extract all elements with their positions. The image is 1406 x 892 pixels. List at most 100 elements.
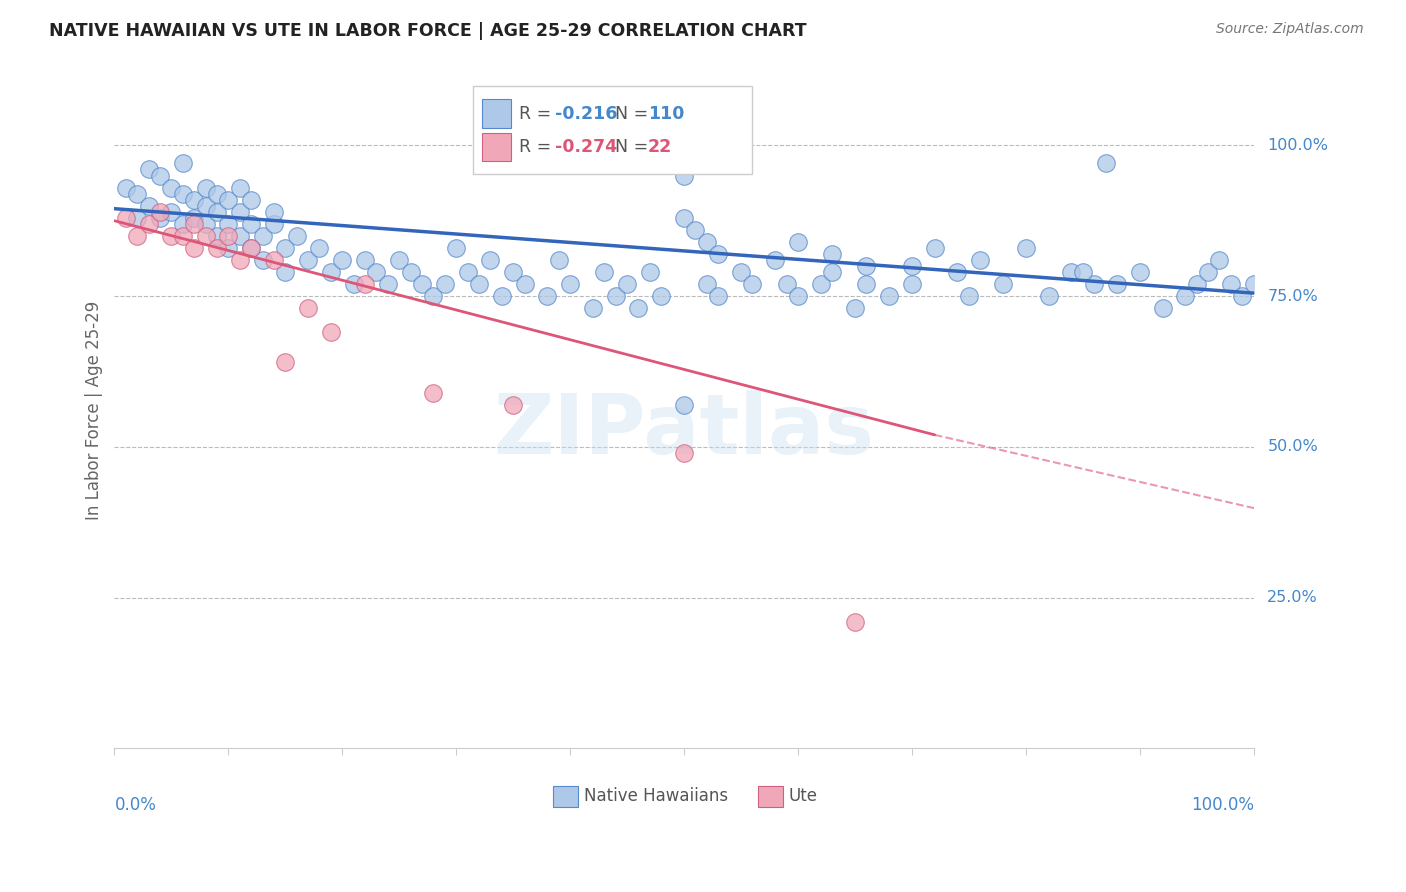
- Point: [149, 204, 172, 219]
- Point: [160, 204, 183, 219]
- Point: [1232, 289, 1254, 303]
- Point: [1060, 265, 1083, 279]
- Point: [696, 277, 718, 291]
- FancyBboxPatch shape: [482, 133, 510, 161]
- Point: [855, 277, 877, 291]
- Text: N =: N =: [605, 104, 654, 122]
- Point: [422, 289, 444, 303]
- Point: [491, 289, 513, 303]
- Point: [821, 247, 844, 261]
- Point: [1038, 289, 1060, 303]
- Point: [354, 277, 377, 291]
- Text: Source: ZipAtlas.com: Source: ZipAtlas.com: [1216, 22, 1364, 37]
- Point: [707, 289, 730, 303]
- Point: [229, 180, 252, 194]
- Text: Ute: Ute: [789, 788, 818, 805]
- Point: [457, 265, 479, 279]
- Text: R =: R =: [519, 138, 557, 156]
- Text: -0.274: -0.274: [555, 138, 617, 156]
- Point: [127, 186, 149, 201]
- Point: [172, 156, 194, 170]
- Point: [422, 385, 444, 400]
- Point: [343, 277, 366, 291]
- Point: [536, 289, 558, 303]
- Point: [991, 277, 1014, 291]
- Point: [582, 301, 605, 316]
- Point: [775, 277, 797, 291]
- Point: [901, 277, 924, 291]
- Point: [388, 252, 411, 267]
- Text: NATIVE HAWAIIAN VS UTE IN LABOR FORCE | AGE 25-29 CORRELATION CHART: NATIVE HAWAIIAN VS UTE IN LABOR FORCE | …: [49, 22, 807, 40]
- Point: [194, 217, 217, 231]
- Point: [194, 180, 217, 194]
- Point: [844, 615, 866, 629]
- Point: [194, 228, 217, 243]
- FancyBboxPatch shape: [758, 786, 783, 807]
- Point: [229, 252, 252, 267]
- Point: [274, 355, 297, 369]
- Point: [263, 204, 285, 219]
- Point: [650, 289, 672, 303]
- Point: [194, 199, 217, 213]
- Point: [741, 277, 763, 291]
- Point: [877, 289, 900, 303]
- Point: [787, 235, 810, 249]
- Point: [616, 277, 638, 291]
- Point: [205, 204, 228, 219]
- Point: [160, 228, 183, 243]
- Point: [707, 247, 730, 261]
- Text: 110: 110: [648, 104, 683, 122]
- Point: [924, 241, 946, 255]
- Point: [149, 169, 172, 183]
- Point: [1105, 277, 1128, 291]
- Point: [183, 193, 205, 207]
- Text: N =: N =: [605, 138, 654, 156]
- Point: [673, 169, 696, 183]
- Text: 100.0%: 100.0%: [1191, 796, 1254, 814]
- Point: [297, 252, 319, 267]
- Point: [1208, 252, 1230, 267]
- Point: [114, 211, 136, 225]
- Point: [399, 265, 422, 279]
- Point: [205, 241, 228, 255]
- Point: [638, 265, 661, 279]
- Point: [172, 217, 194, 231]
- Point: [377, 277, 399, 291]
- Point: [1185, 277, 1208, 291]
- Point: [263, 252, 285, 267]
- Point: [1243, 277, 1265, 291]
- Point: [319, 265, 342, 279]
- Point: [240, 217, 263, 231]
- Point: [411, 277, 433, 291]
- Point: [673, 398, 696, 412]
- Point: [673, 446, 696, 460]
- Point: [138, 199, 160, 213]
- Point: [229, 228, 252, 243]
- Point: [605, 289, 627, 303]
- Point: [810, 277, 832, 291]
- Text: 75.0%: 75.0%: [1267, 289, 1317, 303]
- Point: [138, 162, 160, 177]
- Point: [855, 259, 877, 273]
- Point: [969, 252, 991, 267]
- Point: [444, 241, 467, 255]
- Text: 25.0%: 25.0%: [1267, 591, 1317, 605]
- Text: 50.0%: 50.0%: [1267, 440, 1317, 454]
- Point: [183, 211, 205, 225]
- Point: [468, 277, 491, 291]
- Point: [1129, 265, 1152, 279]
- Point: [217, 228, 239, 243]
- Point: [1197, 265, 1219, 279]
- Point: [685, 223, 707, 237]
- Point: [205, 186, 228, 201]
- Point: [285, 228, 308, 243]
- Point: [946, 265, 969, 279]
- Point: [1094, 156, 1116, 170]
- Point: [172, 186, 194, 201]
- FancyBboxPatch shape: [553, 786, 578, 807]
- Point: [127, 211, 149, 225]
- Point: [172, 228, 194, 243]
- Point: [183, 241, 205, 255]
- Point: [240, 241, 263, 255]
- Point: [217, 241, 239, 255]
